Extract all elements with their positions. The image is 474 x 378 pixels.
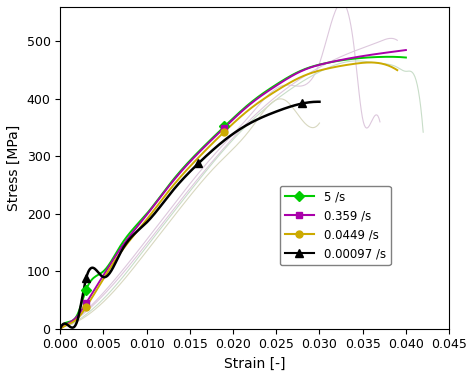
Y-axis label: Stress [MPa]: Stress [MPa] <box>7 125 21 211</box>
X-axis label: Strain [-]: Strain [-] <box>224 357 285 371</box>
Legend: 5 /s, 0.359 /s, 0.0449 /s, 0.00097 /s: 5 /s, 0.359 /s, 0.0449 /s, 0.00097 /s <box>280 186 391 265</box>
